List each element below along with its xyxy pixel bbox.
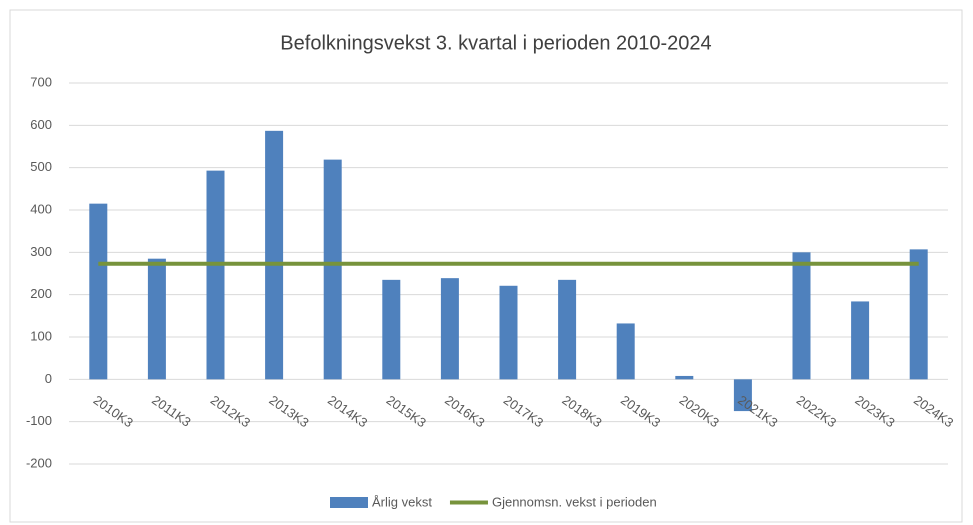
bar [675,375,694,380]
y-tick-label: 400 [30,201,52,216]
bar [733,379,752,412]
bar [792,252,811,380]
y-tick-label: 300 [30,244,52,259]
bar [382,279,401,380]
bar [147,258,166,380]
y-tick-label: 600 [30,117,52,132]
legend-label: Gjennomsn. vekst i perioden [492,494,657,509]
bar [499,285,518,380]
bar [909,249,928,380]
bar [265,130,284,380]
y-tick-label: 100 [30,328,52,343]
bar [440,278,459,380]
bar [89,203,108,380]
y-tick-label: 200 [30,286,52,301]
legend-label: Årlig vekst [372,494,432,509]
legend-swatch [330,497,368,508]
y-tick-label: 0 [45,371,52,386]
bar [206,170,225,380]
y-tick-label: -200 [26,455,52,470]
chart-title: Befolkningsvekst 3. kvartal i perioden 2… [280,32,711,54]
bar [616,323,635,380]
y-tick-label: 700 [30,74,52,89]
y-tick-label: 500 [30,159,52,174]
bar [558,279,577,380]
y-tick-label: -100 [26,413,52,428]
bar [323,159,342,380]
bar [851,301,870,380]
